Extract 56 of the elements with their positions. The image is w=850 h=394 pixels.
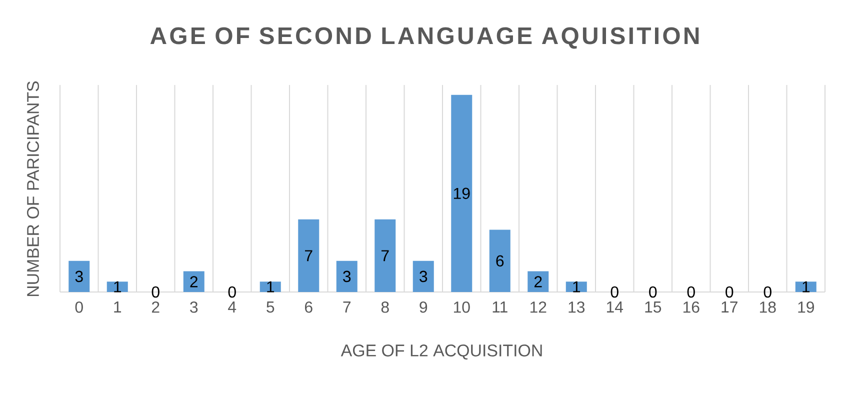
bar	[489, 230, 510, 292]
x-axis-title: AGE OF L2 ACQUISITION	[340, 344, 542, 360]
data-label: 2	[534, 276, 542, 288]
x-tick-label: 10	[454, 302, 470, 313]
data-label: 1	[267, 281, 274, 292]
data-label: 0	[228, 286, 236, 298]
bar	[183, 271, 204, 292]
x-tick-label: 7	[343, 302, 351, 312]
x-tick-label: 15	[645, 302, 662, 313]
bar	[795, 282, 816, 292]
data-label: 0	[610, 286, 618, 298]
data-label: 7	[305, 250, 312, 262]
x-tick-label: 4	[228, 302, 236, 312]
bar	[412, 260, 434, 292]
bar	[528, 271, 549, 292]
bar	[68, 260, 90, 292]
x-tick-label: 0	[75, 302, 83, 313]
data-label: 0	[687, 286, 695, 298]
data-label: 0	[726, 286, 734, 298]
data-label: 6	[496, 255, 504, 267]
bar	[336, 260, 358, 292]
x-tick-label: 1	[114, 302, 122, 312]
data-label: 0	[152, 286, 160, 298]
bar	[374, 219, 396, 292]
data-label: 1	[573, 281, 580, 292]
bar	[298, 219, 320, 292]
x-tick-label: 9	[420, 302, 428, 313]
chart-title: AGE OF SECOND LANGUAGE AQUISITION	[150, 27, 699, 49]
data-label: 1	[114, 281, 122, 292]
data-label: 3	[75, 270, 83, 282]
data-label: 2	[190, 276, 198, 288]
x-tick-label: 5	[266, 302, 274, 313]
data-label: 19	[454, 188, 470, 200]
bar	[566, 282, 587, 292]
data-label: 7	[382, 250, 389, 262]
x-tick-label: 17	[722, 302, 738, 312]
data-label: 0	[764, 286, 772, 298]
x-tick-label: 18	[760, 302, 776, 313]
x-tick-label: 8	[381, 302, 389, 313]
data-label: 3	[420, 270, 428, 282]
data-label: 1	[802, 281, 810, 292]
bar	[451, 94, 472, 292]
x-tick-label: 12	[530, 302, 546, 313]
data-label: 0	[649, 286, 657, 298]
bar	[106, 282, 128, 292]
x-tick-label: 2	[152, 302, 160, 313]
x-tick-label: 19	[798, 302, 814, 313]
data-label: 3	[343, 270, 351, 282]
x-tick-label: 16	[683, 302, 700, 313]
x-tick-label: 3	[190, 302, 198, 313]
x-tick-label: 13	[568, 302, 585, 313]
x-tick-label: 6	[305, 302, 312, 313]
bar	[260, 282, 281, 292]
y-axis-title: NUMBER OF PARICIPANTS	[27, 81, 40, 296]
x-tick-label: 11	[492, 302, 508, 312]
x-tick-label: 14	[606, 302, 624, 312]
